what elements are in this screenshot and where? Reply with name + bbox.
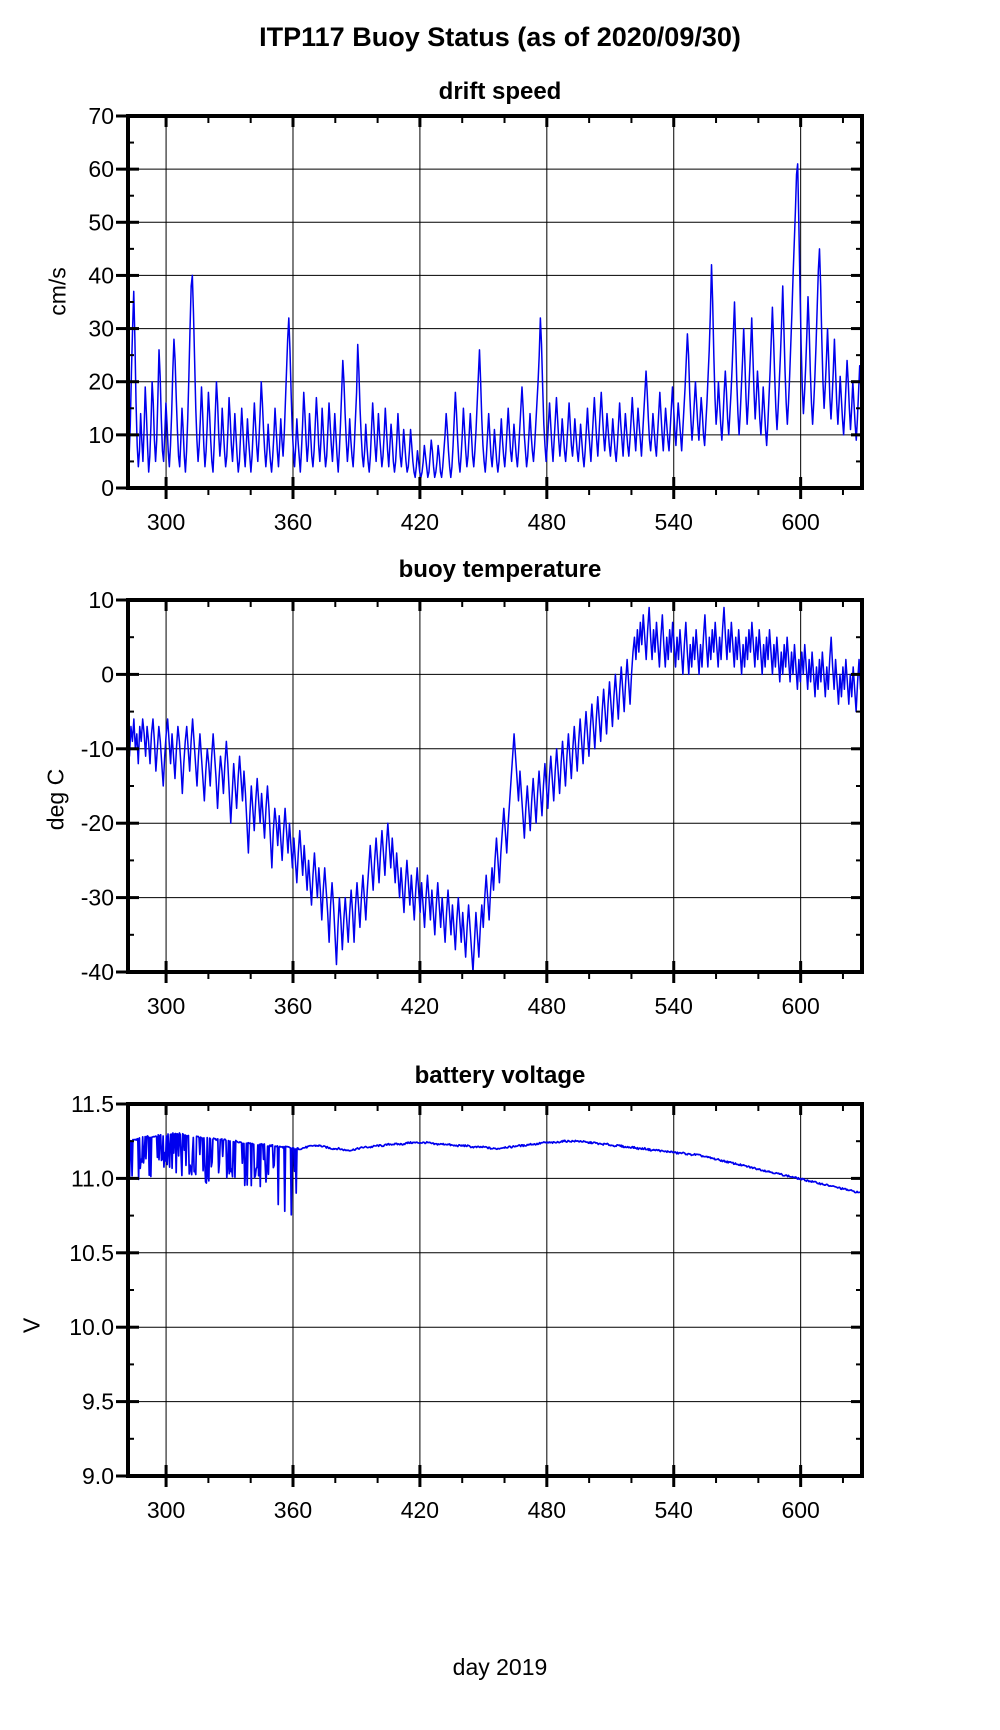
svg-text:360: 360: [274, 509, 312, 535]
svg-text:540: 540: [655, 993, 693, 1019]
panel-buoy-temperature: buoy temperature deg C -40 -30 -20 -10 0 10 30…: [0, 556, 1000, 1076]
panel-title-battery-voltage: battery voltage: [414, 1062, 586, 1089]
panel-title-buoy-temperature: buoy temperature: [398, 556, 602, 583]
svg-text:0: 0: [101, 661, 114, 687]
svg-text:10: 10: [88, 422, 114, 448]
y-axis-label-drift-speed: cm/s: [44, 267, 71, 316]
svg-text:10: 10: [88, 587, 114, 613]
panel-drift-speed: drift speed cm/s 0 10 20 30 40 50 60 70 300 360 42…: [0, 78, 1000, 548]
svg-text:-20: -20: [81, 810, 114, 836]
svg-text:10.0: 10.0: [69, 1314, 114, 1340]
svg-text:600: 600: [781, 509, 819, 535]
svg-text:420: 420: [401, 509, 439, 535]
svg-text:-10: -10: [81, 736, 114, 762]
svg-text:480: 480: [528, 993, 566, 1019]
svg-text:360: 360: [274, 1497, 312, 1523]
svg-text:300: 300: [147, 993, 185, 1019]
svg-text:50: 50: [88, 209, 114, 235]
svg-text:30: 30: [88, 316, 114, 342]
plot-area-battery-voltage: 9.0 9.5 10.0 10.5 11.0 11.5 300 360 420 480 540 600: [69, 1091, 864, 1523]
y-axis-label-buoy-temperature: deg C: [42, 768, 69, 831]
svg-text:0: 0: [101, 475, 114, 501]
svg-text:11.5: 11.5: [71, 1091, 114, 1117]
plot-area-drift-speed: 0 10 20 30 40 50 60 70 300 360 420 480 540 600: [88, 103, 864, 535]
svg-text:600: 600: [781, 993, 819, 1019]
svg-text:-40: -40: [81, 959, 114, 985]
svg-text:540: 540: [655, 509, 693, 535]
svg-text:420: 420: [401, 1497, 439, 1523]
svg-text:420: 420: [401, 993, 439, 1019]
svg-text:60: 60: [88, 156, 114, 182]
x-axis-label: day 2019: [452, 1654, 548, 1680]
svg-text:10.5: 10.5: [69, 1240, 114, 1266]
svg-text:540: 540: [655, 1497, 693, 1523]
svg-text:9.0: 9.0: [82, 1463, 114, 1489]
svg-text:300: 300: [147, 1497, 185, 1523]
y-axis-label-battery-voltage: V: [18, 1317, 45, 1334]
panel-battery-voltage: battery voltage V 9.0 9.5 10.0 10.5 11.0 11.5…: [0, 1062, 1000, 1730]
svg-text:9.5: 9.5: [82, 1389, 114, 1415]
figure-title: ITP117 Buoy Status (as of 2020/09/30): [259, 22, 741, 52]
panel-title-drift-speed: drift speed: [438, 78, 562, 105]
svg-text:480: 480: [528, 1497, 566, 1523]
svg-text:480: 480: [528, 509, 566, 535]
svg-text:40: 40: [88, 262, 114, 288]
svg-text:11.0: 11.0: [71, 1165, 114, 1191]
svg-text:360: 360: [274, 993, 312, 1019]
svg-text:20: 20: [88, 369, 114, 395]
svg-text:600: 600: [781, 1497, 819, 1523]
svg-text:300: 300: [147, 509, 185, 535]
svg-text:70: 70: [88, 103, 114, 129]
plot-area-buoy-temperature: -40 -30 -20 -10 0 10 300 360 420 480 540 600: [81, 587, 864, 1019]
svg-text:-30: -30: [81, 885, 114, 911]
